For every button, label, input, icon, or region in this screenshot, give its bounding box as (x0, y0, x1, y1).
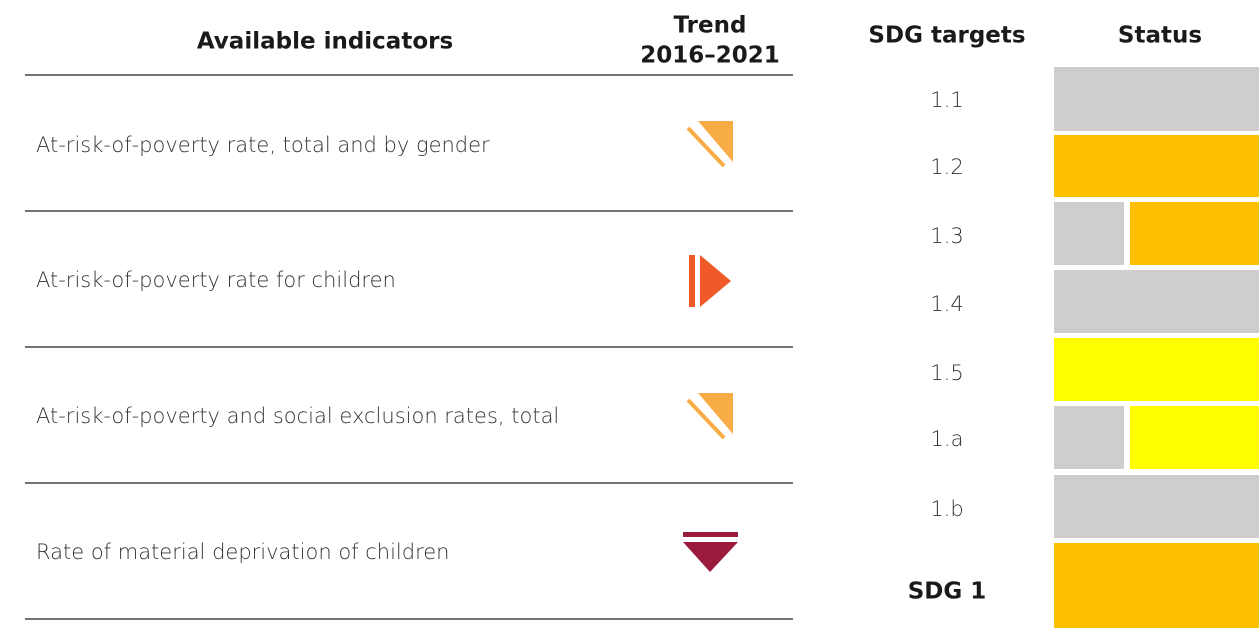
target-label: 1.b (930, 497, 963, 521)
indicator-label: At-risk-of-poverty and social exclusion … (36, 404, 559, 428)
trend-icon (686, 393, 733, 440)
header-trend: 2016–2021 (640, 43, 780, 69)
status-cell (1054, 543, 1259, 628)
header-indicator: Available indicators (197, 29, 453, 55)
target-label: 1.1 (930, 88, 963, 112)
header-status: Status (1118, 23, 1202, 49)
rules (25, 74, 793, 620)
status-cell (1130, 406, 1259, 469)
status-cell (1054, 202, 1124, 265)
target-label: 1.5 (930, 361, 963, 385)
trend-icon (686, 121, 733, 168)
status-cell (1130, 202, 1259, 265)
target-label: 1.2 (930, 155, 963, 179)
status-cell (1054, 135, 1259, 197)
header-target: SDG targets (868, 23, 1025, 49)
header-trend: Trend (674, 13, 747, 39)
target-label: SDG 1 (908, 579, 987, 605)
trend-icon (689, 255, 731, 307)
target-label: 1.4 (930, 292, 963, 316)
indicator-label: Rate of material deprivation of children (36, 540, 450, 564)
status-cell (1054, 270, 1259, 333)
trend-icon (683, 532, 738, 572)
indicator-label: At-risk-of-poverty rate for children (36, 268, 396, 292)
target-label: 1.3 (930, 224, 963, 248)
status-cell (1054, 475, 1259, 538)
indicator-label: At-risk-of-poverty rate, total and by ge… (36, 133, 490, 157)
status-cell (1054, 67, 1259, 131)
target-label: 1.a (931, 427, 964, 451)
status-cell (1054, 338, 1259, 401)
status-cell (1054, 406, 1124, 469)
